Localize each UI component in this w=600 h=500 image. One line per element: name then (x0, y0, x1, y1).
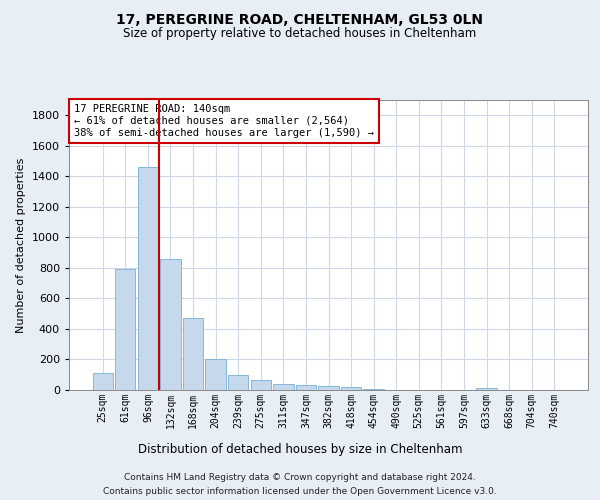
Text: 17 PEREGRINE ROAD: 140sqm
← 61% of detached houses are smaller (2,564)
38% of se: 17 PEREGRINE ROAD: 140sqm ← 61% of detac… (74, 104, 374, 138)
Bar (273, 384, 293, 390)
Bar (160, 258, 181, 390)
Bar (364, 389, 384, 390)
Bar (205, 360, 226, 390)
Y-axis label: Number of detached properties: Number of detached properties (16, 158, 26, 332)
Text: Contains HM Land Registry data © Crown copyright and database right 2024.: Contains HM Land Registry data © Crown c… (124, 472, 476, 482)
Bar (251, 380, 271, 390)
Bar (138, 167, 158, 390)
Text: Distribution of detached houses by size in Cheltenham: Distribution of detached houses by size … (138, 442, 462, 456)
Bar (92, 373, 113, 390)
Text: Contains public sector information licensed under the Open Government Licence v3: Contains public sector information licen… (103, 488, 497, 496)
Text: Size of property relative to detached houses in Cheltenham: Size of property relative to detached ho… (124, 28, 476, 40)
Bar (228, 374, 248, 390)
Bar (319, 386, 338, 390)
Bar (115, 270, 136, 390)
Text: 17, PEREGRINE ROAD, CHELTENHAM, GL53 0LN: 17, PEREGRINE ROAD, CHELTENHAM, GL53 0LN (116, 12, 484, 26)
Bar (296, 386, 316, 390)
Bar (341, 387, 361, 390)
Bar (476, 388, 497, 390)
Bar (183, 318, 203, 390)
